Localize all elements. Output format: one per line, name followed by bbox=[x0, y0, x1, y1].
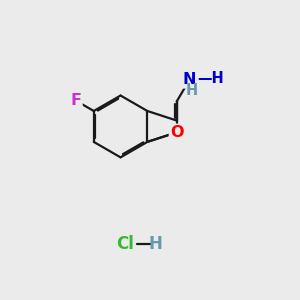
Text: Cl: Cl bbox=[116, 235, 134, 253]
Text: H: H bbox=[149, 235, 163, 253]
Text: H: H bbox=[186, 83, 198, 98]
Text: O: O bbox=[170, 125, 184, 140]
Text: F: F bbox=[70, 93, 81, 108]
Text: N: N bbox=[183, 72, 196, 87]
Text: —H: —H bbox=[198, 71, 224, 86]
